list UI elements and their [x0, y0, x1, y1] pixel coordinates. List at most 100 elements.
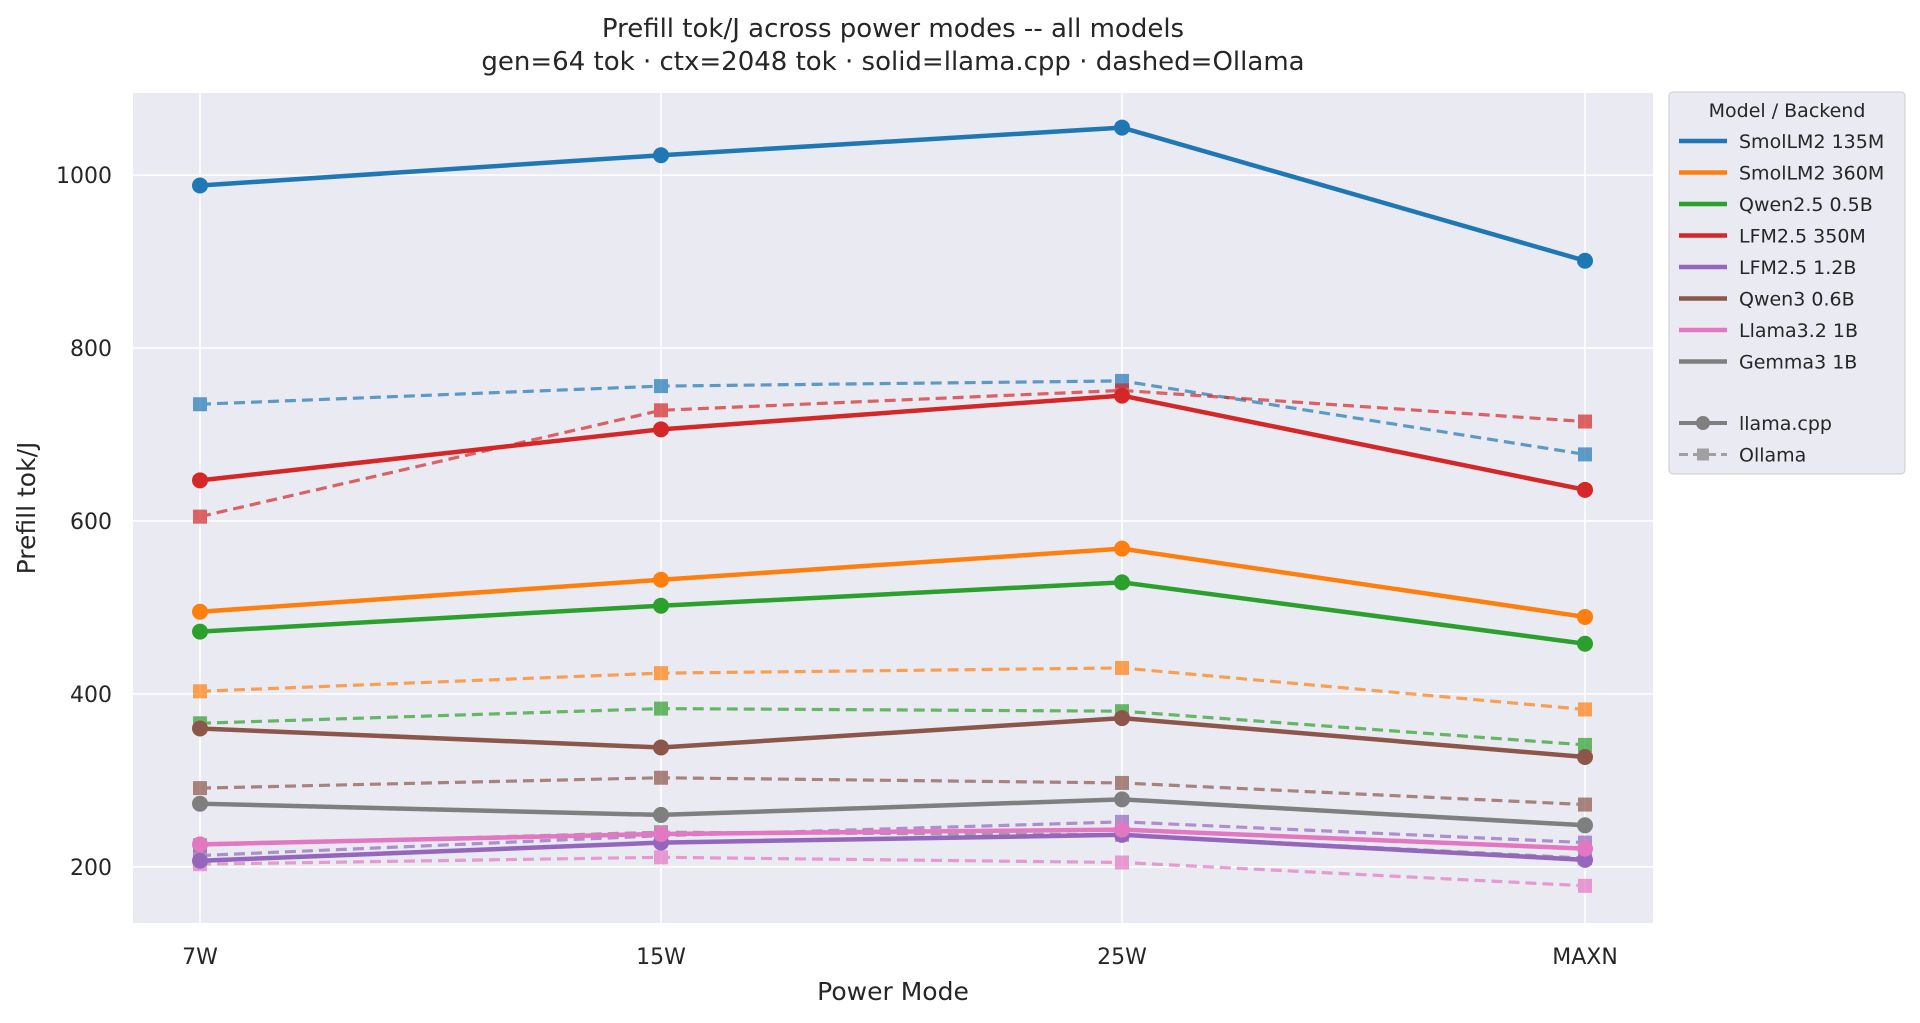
series-llama-cpp	[192, 791, 1593, 834]
series-line-ollama	[199, 776, 1586, 807]
data-point-ollama	[1578, 878, 1592, 893]
data-point-llama-cpp	[653, 421, 669, 438]
data-point-ollama	[193, 684, 207, 699]
data-point-llama-cpp	[653, 739, 669, 756]
y-tick-labels: 200 400 600 800 1000	[56, 164, 112, 881]
legend-label: Gemma3 1B	[1739, 352, 1857, 374]
data-point-llama-cpp	[192, 852, 208, 869]
series-ollama	[193, 770, 1592, 812]
data-point-llama-cpp	[653, 571, 669, 588]
chart-subtitle: gen=64 tok · ctx=2048 tok · solid=llama.…	[481, 47, 1304, 77]
series-line-llama-cpp	[199, 125, 1586, 263]
series-line-ollama	[199, 820, 1586, 858]
data-point-ollama	[193, 397, 207, 412]
data-point-llama-cpp	[1577, 252, 1593, 269]
data-point-ollama	[1578, 737, 1592, 752]
y-axis-label: Prefill tok/J	[12, 442, 41, 575]
series-line-ollama	[199, 388, 1586, 519]
data-point-llama-cpp	[192, 795, 208, 812]
data-point-ollama	[1578, 702, 1592, 717]
data-point-ollama	[193, 781, 207, 796]
data-point-ollama	[1115, 775, 1129, 790]
series-line-ollama	[199, 706, 1586, 747]
series-line-llama-cpp	[199, 715, 1586, 760]
data-point-llama-cpp	[1114, 821, 1130, 838]
data-point-ollama	[1578, 797, 1592, 812]
data-point-llama-cpp	[1114, 710, 1130, 727]
series-llama-cpp	[192, 574, 1593, 652]
chart-title: Prefill tok/J across power modes -- all …	[602, 14, 1184, 44]
legend-marker-square	[1697, 448, 1709, 461]
x-tick-label: 25W	[1097, 945, 1147, 970]
data-point-llama-cpp	[653, 147, 669, 164]
series-line-ollama	[199, 379, 1586, 456]
data-point-llama-cpp	[1114, 574, 1130, 591]
legend: Model / Backend SmolLM2 135M SmolLM2 360M…	[1668, 91, 1906, 475]
y-tick-label: 400	[70, 683, 112, 708]
data-point-ollama	[654, 403, 668, 418]
series-llama-cpp	[192, 821, 1593, 857]
series-llama-cpp	[192, 540, 1593, 625]
data-point-llama-cpp	[192, 472, 208, 489]
data-point-ollama	[1578, 414, 1592, 429]
legend-label: Llama3.2 1B	[1739, 320, 1858, 342]
legend-label: LFM2.5 1.2B	[1739, 257, 1856, 279]
data-point-llama-cpp	[653, 825, 669, 842]
data-point-llama-cpp	[653, 597, 669, 614]
series-llama-cpp	[192, 387, 1593, 498]
data-point-ollama	[1578, 447, 1592, 462]
legend-label: SmolLM2 135M	[1739, 131, 1884, 153]
x-tick-label: 7W	[182, 945, 218, 970]
series-line-ollama	[199, 666, 1586, 712]
data-point-llama-cpp	[192, 720, 208, 737]
data-point-llama-cpp	[192, 177, 208, 194]
x-tick-labels: 7W 15W 25W MAXN	[182, 945, 1618, 970]
data-point-ollama	[1115, 855, 1129, 870]
series-ollama	[193, 660, 1592, 717]
data-point-llama-cpp	[1114, 387, 1130, 404]
data-point-llama-cpp	[1577, 481, 1593, 498]
x-axis-label: Power Mode	[817, 977, 969, 1006]
series-lines	[192, 119, 1593, 893]
y-tick-label: 200	[70, 856, 112, 881]
legend-backend-label: Ollama	[1739, 445, 1806, 467]
data-point-llama-cpp	[1577, 608, 1593, 625]
data-point-llama-cpp	[192, 603, 208, 620]
legend-label: LFM2.5 350M	[1739, 226, 1866, 248]
series-line-llama-cpp	[199, 832, 1586, 863]
series-line-llama-cpp	[199, 797, 1586, 828]
series-line-llama-cpp	[199, 546, 1586, 620]
series-line-llama-cpp	[199, 827, 1586, 851]
data-point-llama-cpp	[1114, 119, 1130, 136]
data-point-llama-cpp	[192, 836, 208, 853]
y-tick-label: 800	[70, 337, 112, 362]
data-point-llama-cpp	[1577, 851, 1593, 868]
data-point-ollama	[654, 666, 668, 681]
legend-label: Qwen3 0.6B	[1739, 289, 1855, 311]
series-line-llama-cpp	[199, 393, 1586, 493]
data-point-llama-cpp	[653, 806, 669, 823]
data-point-llama-cpp	[192, 623, 208, 640]
legend-title: Model / Backend	[1709, 100, 1866, 122]
data-point-ollama	[654, 770, 668, 785]
data-point-llama-cpp	[1114, 540, 1130, 557]
data-point-llama-cpp	[1577, 635, 1593, 652]
data-point-llama-cpp	[1114, 791, 1130, 808]
series-llama-cpp	[192, 119, 1593, 269]
legend-marker-circle	[1696, 416, 1710, 430]
data-point-ollama	[1115, 660, 1129, 675]
legend-label: Qwen2.5 0.5B	[1739, 194, 1873, 216]
x-tick-label: MAXN	[1552, 945, 1618, 970]
x-tick-label: 15W	[636, 945, 686, 970]
series-llama-cpp	[192, 710, 1593, 765]
data-point-llama-cpp	[1577, 817, 1593, 834]
legend-box	[1668, 91, 1906, 475]
plot-area	[133, 93, 1653, 923]
series-line-ollama	[199, 855, 1586, 888]
legend-label: SmolLM2 360M	[1739, 163, 1884, 185]
legend-backend-label: llama.cpp	[1739, 413, 1832, 435]
data-point-ollama	[654, 379, 668, 394]
legend-items: SmolLM2 135M SmolLM2 360M Qwen2.5 0.5B LFM2…	[1679, 131, 1884, 467]
y-tick-label: 1000	[56, 164, 112, 189]
